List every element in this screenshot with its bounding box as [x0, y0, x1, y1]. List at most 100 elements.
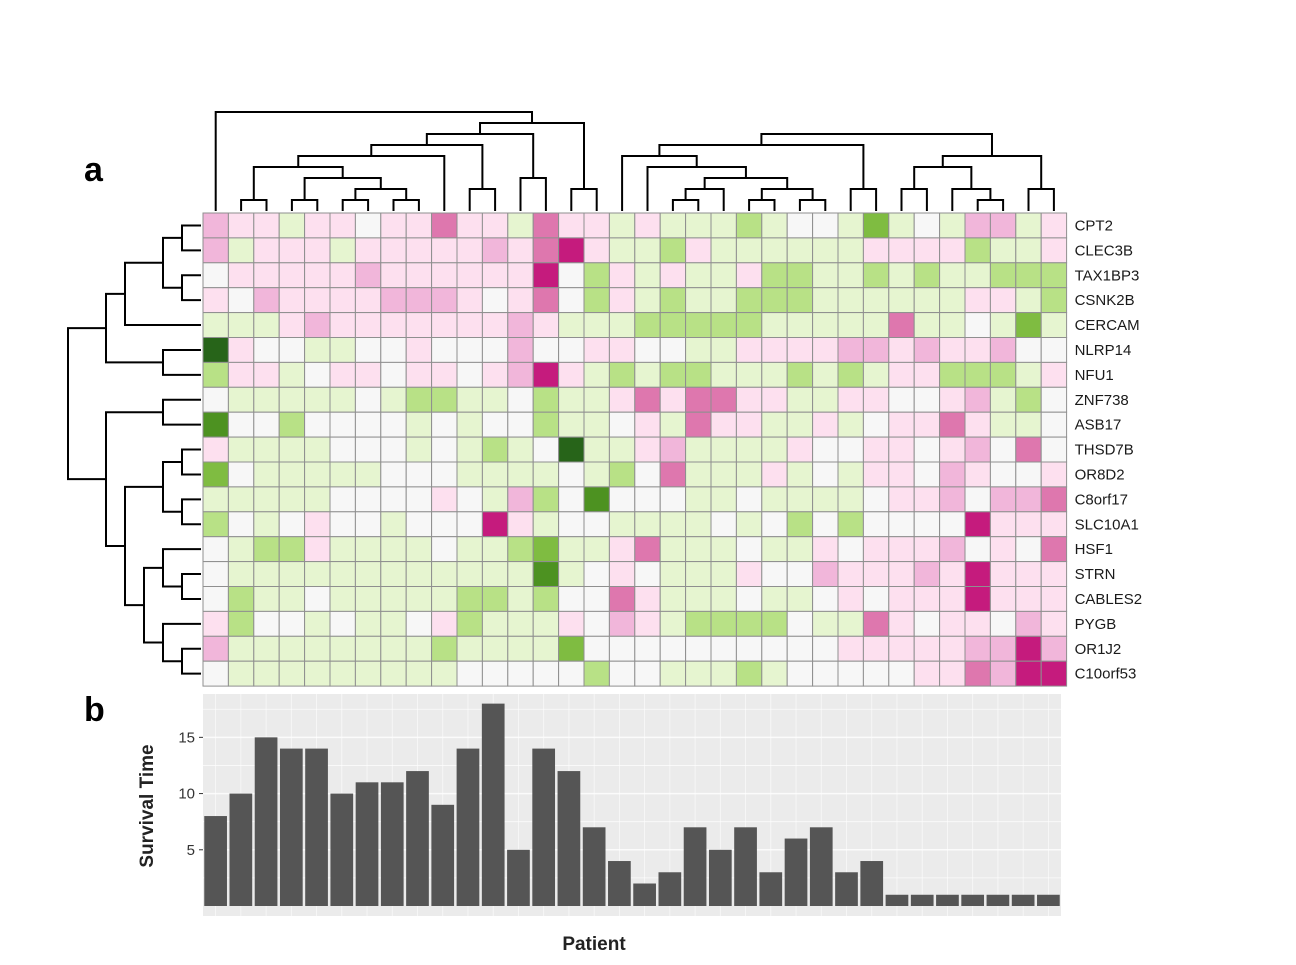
heatmap-cell: [329, 411, 356, 438]
heatmap-cell: [634, 312, 661, 339]
heatmap-cell: [761, 287, 788, 314]
bar-patient-7: [355, 782, 379, 906]
heatmap-cell: [710, 610, 737, 637]
heatmap-cell: [278, 312, 306, 339]
heatmap-cell: [329, 237, 356, 264]
heatmap-cell: [227, 610, 255, 637]
heatmap-cell: [405, 287, 433, 314]
heatmap-cell: [354, 511, 382, 538]
heatmap-cell: [278, 287, 306, 314]
heatmap-cell: [1040, 287, 1068, 314]
heatmap-cell: [253, 287, 280, 314]
heatmap-cell: [304, 635, 331, 662]
bar-patient-29: [910, 894, 934, 906]
heatmap-cell: [202, 461, 229, 488]
heatmap-cell: [761, 635, 788, 662]
heatmap-cell: [431, 212, 458, 239]
heatmap-cell: [329, 287, 356, 314]
heatmap-cell: [507, 610, 534, 637]
bar-patient-13: [507, 849, 530, 906]
dendrogram-branch: [976, 199, 1005, 211]
heatmap-cell: [634, 511, 661, 538]
heatmap-cell: [456, 635, 483, 662]
dendrogram-branch: [703, 177, 789, 189]
heatmap-cell: [964, 561, 991, 587]
heatmap-cell: [761, 386, 788, 413]
heatmap-cell: [608, 361, 636, 388]
heatmap-cell: [304, 212, 331, 239]
heatmap-cell: [354, 461, 382, 488]
heatmap-cell: [405, 361, 433, 388]
heatmap-cell: [1040, 486, 1068, 513]
heatmap-cell: [812, 337, 839, 363]
heatmap-cell: [608, 287, 636, 314]
heatmap-cell: [1015, 511, 1042, 538]
heatmap-cell: [583, 461, 610, 488]
heatmap-cell: [659, 610, 687, 637]
gene-label-nfu1: NFU1: [1075, 367, 1114, 384]
y-axis-title: Survival Time: [137, 744, 158, 867]
heatmap-cell: [913, 660, 941, 687]
heatmap-cell: [456, 436, 483, 463]
heatmap-cell: [558, 237, 585, 264]
heatmap-cell: [608, 411, 636, 438]
heatmap-cell: [202, 486, 229, 513]
heatmap-cell: [253, 561, 280, 587]
heatmap-cell: [431, 660, 458, 687]
heatmap: [202, 212, 1068, 687]
gene-label-asb17: ASB17: [1075, 417, 1122, 434]
heatmap-cell: [939, 461, 966, 488]
heatmap-cell: [735, 461, 763, 488]
heatmap-cell: [202, 212, 229, 239]
heatmap-cell: [685, 337, 712, 363]
heatmap-cell: [1040, 337, 1068, 363]
heatmap-cell: [380, 461, 407, 488]
gene-label-thsd7b: THSD7B: [1075, 442, 1134, 459]
dendrogram-branch: [181, 498, 201, 526]
heatmap-cell: [354, 337, 382, 363]
heatmap-cell: [812, 635, 839, 662]
dendrogram-branch: [1027, 188, 1055, 211]
heatmap-cell: [989, 511, 1017, 538]
heatmap-cell: [431, 237, 458, 264]
heatmap-cell: [202, 561, 229, 587]
heatmap-cell: [354, 212, 382, 239]
heatmap-cell: [710, 536, 737, 563]
bar-patient-19: [658, 872, 682, 906]
heatmap-cell: [405, 660, 433, 687]
dendrogram-branch: [671, 199, 700, 211]
heatmap-cell: [304, 411, 331, 438]
heatmap-cell: [989, 386, 1017, 413]
heatmap-cell: [278, 660, 306, 687]
heatmap-cell: [405, 237, 433, 264]
heatmap-cell: [1040, 312, 1068, 339]
heatmap-cell: [558, 411, 585, 438]
heatmap-cell: [354, 386, 382, 413]
heatmap-cell: [380, 610, 407, 637]
heatmap-cell: [329, 511, 356, 538]
heatmap-cell: [481, 486, 509, 513]
heatmap-cell: [939, 287, 966, 314]
heatmap-cell: [786, 610, 814, 637]
heatmap-cell: [1015, 436, 1042, 463]
heatmap-cell: [1040, 536, 1068, 563]
heatmap-cell: [456, 361, 483, 388]
heatmap-cell: [583, 586, 610, 612]
heatmap-cell: [964, 660, 991, 687]
heatmap-cell: [837, 536, 864, 563]
heatmap-cell: [380, 237, 407, 264]
heatmap-cell: [380, 486, 407, 513]
heatmap-cell: [710, 586, 737, 612]
heatmap-cell: [786, 386, 814, 413]
y-tick-label: 10: [178, 786, 195, 803]
heatmap-cell: [989, 337, 1017, 363]
heatmap-cell: [227, 262, 255, 289]
heatmap-cell: [431, 610, 458, 637]
heatmap-cell: [202, 237, 229, 264]
heatmap-cell: [761, 361, 788, 388]
heatmap-cell: [354, 237, 382, 264]
heatmap-cell: [227, 411, 255, 438]
bar-patient-32: [986, 894, 1010, 906]
heatmap-cell: [888, 411, 915, 438]
heatmap-cell: [964, 386, 991, 413]
